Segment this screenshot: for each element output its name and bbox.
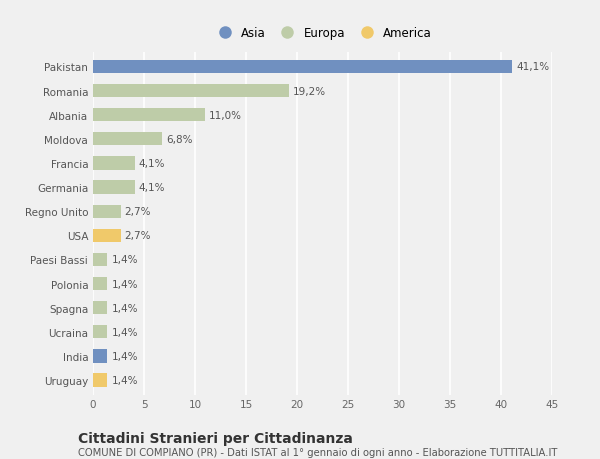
Text: 1,4%: 1,4% [112, 327, 138, 337]
Text: 1,4%: 1,4% [112, 303, 138, 313]
Text: 4,1%: 4,1% [139, 158, 166, 168]
Bar [93, 133, 163, 146]
Bar [93, 61, 512, 74]
Bar [93, 205, 121, 218]
Bar [93, 302, 107, 315]
Text: 2,7%: 2,7% [125, 207, 151, 217]
Bar [93, 157, 135, 170]
Bar [93, 109, 205, 122]
Legend: Asia, Europa, America: Asia, Europa, America [211, 24, 434, 42]
Bar [93, 181, 135, 194]
Text: Cittadini Stranieri per Cittadinanza: Cittadini Stranieri per Cittadinanza [78, 431, 353, 445]
Bar [93, 374, 107, 387]
Bar [93, 229, 121, 242]
Bar [93, 350, 107, 363]
Text: 41,1%: 41,1% [517, 62, 550, 72]
Text: 19,2%: 19,2% [293, 86, 326, 96]
Text: COMUNE DI COMPIANO (PR) - Dati ISTAT al 1° gennaio di ogni anno - Elaborazione T: COMUNE DI COMPIANO (PR) - Dati ISTAT al … [78, 448, 557, 458]
Text: 1,4%: 1,4% [112, 279, 138, 289]
Bar [93, 253, 107, 267]
Text: 2,7%: 2,7% [125, 231, 151, 241]
Text: 1,4%: 1,4% [112, 375, 138, 385]
Text: 11,0%: 11,0% [209, 111, 242, 120]
Text: 4,1%: 4,1% [139, 183, 166, 193]
Bar [93, 277, 107, 291]
Text: 1,4%: 1,4% [112, 255, 138, 265]
Text: 6,8%: 6,8% [166, 134, 193, 145]
Bar [93, 325, 107, 339]
Bar [93, 85, 289, 98]
Text: 1,4%: 1,4% [112, 351, 138, 361]
